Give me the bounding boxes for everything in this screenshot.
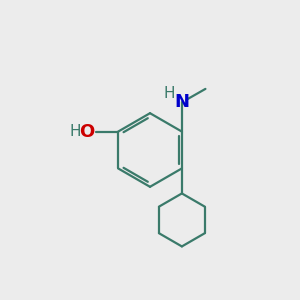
Text: O: O xyxy=(80,123,95,141)
Text: H: H xyxy=(164,86,175,101)
Text: H: H xyxy=(69,124,81,139)
Text: N: N xyxy=(174,93,189,111)
